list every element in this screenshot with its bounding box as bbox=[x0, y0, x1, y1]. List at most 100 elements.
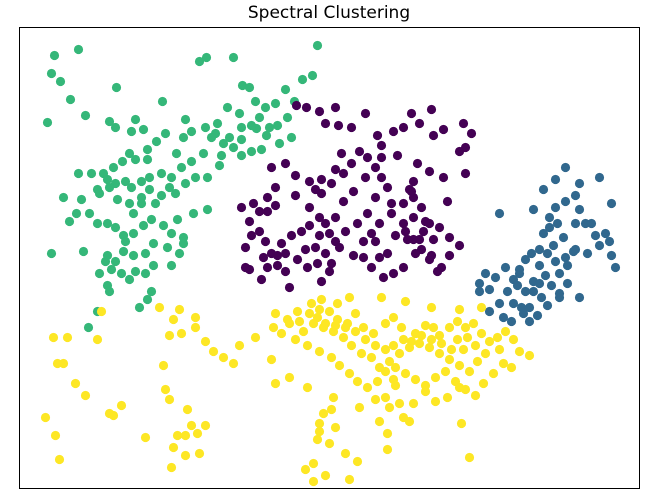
data-point bbox=[236, 150, 247, 161]
data-point bbox=[426, 302, 437, 313]
data-point bbox=[326, 352, 337, 363]
data-point bbox=[428, 322, 439, 333]
data-point bbox=[386, 208, 397, 219]
data-point bbox=[350, 308, 361, 319]
data-point bbox=[454, 382, 465, 393]
data-point bbox=[444, 322, 455, 333]
data-point bbox=[110, 256, 121, 267]
data-point bbox=[194, 448, 205, 459]
data-point bbox=[234, 340, 245, 351]
data-point bbox=[328, 392, 339, 403]
data-point bbox=[382, 248, 393, 259]
data-point bbox=[560, 162, 571, 173]
data-point bbox=[246, 230, 257, 241]
data-point bbox=[454, 360, 465, 371]
chart-title: Spectral Clustering bbox=[247, 3, 411, 23]
data-point bbox=[514, 268, 525, 279]
data-point bbox=[452, 316, 463, 327]
data-point bbox=[58, 192, 69, 203]
data-point bbox=[302, 340, 313, 351]
data-point bbox=[270, 308, 281, 319]
data-point bbox=[610, 262, 621, 273]
data-point bbox=[71, 208, 82, 219]
data-point bbox=[290, 170, 301, 181]
data-point bbox=[466, 128, 477, 139]
data-point bbox=[244, 82, 255, 93]
data-point bbox=[434, 348, 445, 359]
data-point bbox=[190, 322, 201, 333]
data-point bbox=[376, 292, 387, 303]
data-point bbox=[186, 126, 197, 137]
data-point bbox=[390, 362, 401, 373]
data-point bbox=[374, 416, 385, 427]
data-point bbox=[296, 226, 307, 237]
data-point bbox=[270, 378, 281, 389]
data-point bbox=[148, 260, 159, 271]
data-point bbox=[538, 228, 549, 239]
data-point bbox=[116, 400, 127, 411]
data-point bbox=[400, 296, 411, 307]
data-point bbox=[120, 176, 131, 187]
data-point bbox=[262, 206, 273, 217]
data-point bbox=[378, 272, 389, 283]
data-point bbox=[444, 354, 455, 365]
data-point bbox=[250, 332, 261, 343]
data-point bbox=[146, 214, 157, 225]
data-point bbox=[354, 402, 365, 413]
data-point bbox=[540, 270, 551, 281]
data-point bbox=[254, 226, 265, 237]
data-point bbox=[228, 358, 239, 369]
data-point bbox=[524, 302, 535, 313]
data-point bbox=[128, 250, 139, 261]
data-point bbox=[164, 394, 175, 405]
data-point bbox=[276, 328, 287, 339]
data-point bbox=[126, 182, 137, 193]
data-point bbox=[532, 310, 543, 321]
data-point bbox=[166, 260, 177, 271]
data-point bbox=[144, 184, 155, 195]
data-point bbox=[470, 390, 481, 401]
data-point bbox=[498, 312, 509, 323]
data-point bbox=[110, 222, 121, 233]
data-point bbox=[106, 264, 117, 275]
data-point bbox=[420, 386, 431, 397]
data-point bbox=[314, 346, 325, 357]
data-point bbox=[284, 318, 295, 329]
data-point bbox=[346, 158, 357, 169]
data-point bbox=[301, 102, 312, 113]
data-point bbox=[180, 178, 191, 189]
data-point bbox=[484, 336, 495, 347]
data-point bbox=[130, 114, 141, 125]
data-point bbox=[454, 146, 465, 157]
data-point bbox=[382, 428, 393, 439]
data-point bbox=[102, 174, 113, 185]
data-point bbox=[156, 190, 167, 201]
data-point bbox=[432, 266, 443, 277]
data-point bbox=[294, 316, 305, 327]
data-point bbox=[124, 274, 135, 285]
data-point bbox=[430, 396, 441, 407]
data-point bbox=[180, 450, 191, 461]
data-point bbox=[394, 348, 405, 359]
data-point bbox=[444, 232, 455, 243]
data-point bbox=[168, 314, 179, 325]
data-point bbox=[398, 122, 409, 133]
data-point bbox=[402, 234, 413, 245]
data-point bbox=[270, 182, 281, 193]
data-point bbox=[130, 266, 141, 277]
data-point bbox=[102, 218, 113, 229]
data-point bbox=[128, 228, 139, 239]
data-point bbox=[538, 184, 549, 195]
data-point bbox=[326, 258, 337, 269]
data-point bbox=[414, 234, 425, 245]
data-point bbox=[398, 262, 409, 273]
data-point bbox=[324, 438, 335, 449]
data-point bbox=[376, 172, 387, 183]
data-point bbox=[330, 164, 341, 175]
data-point bbox=[372, 376, 383, 387]
data-point bbox=[316, 174, 327, 185]
data-point bbox=[454, 304, 465, 315]
data-point bbox=[324, 228, 335, 239]
data-point bbox=[370, 236, 381, 247]
data-point bbox=[188, 208, 199, 219]
